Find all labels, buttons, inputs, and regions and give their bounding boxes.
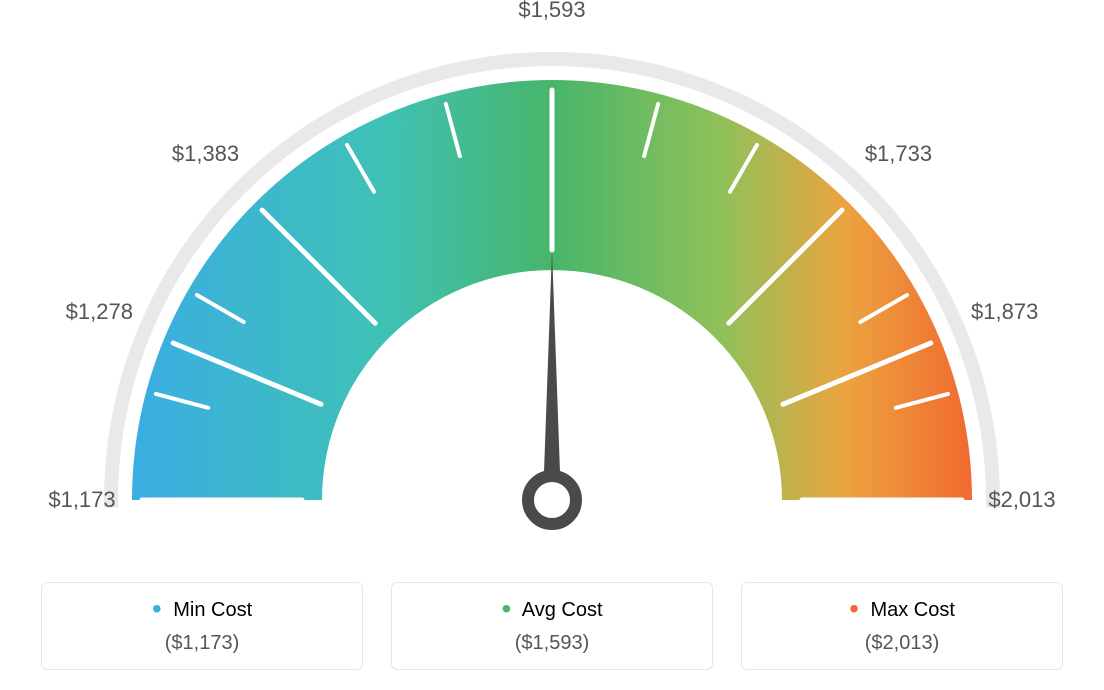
legend-value-min: ($1,173) bbox=[42, 632, 362, 655]
gauge-tick-label: $1,383 bbox=[172, 141, 239, 167]
gauge-chart: $1,173 $1,278 $1,383 $1,593 $1,733 $1,873 $2,0… bbox=[0, 0, 1104, 560]
gauge-needle bbox=[543, 250, 561, 500]
gauge-tick-label: $1,593 bbox=[518, 0, 585, 23]
legend-value-max: ($2,013) bbox=[742, 632, 1062, 655]
gauge-tick-label: $1,173 bbox=[48, 487, 115, 513]
legend-row: • Min Cost ($1,173) • Avg Cost ($1,593) … bbox=[0, 582, 1104, 670]
gauge-tick-label: $1,873 bbox=[971, 299, 1038, 325]
legend-title-max-text: Max Cost bbox=[870, 599, 954, 621]
gauge-tick-label: $2,013 bbox=[988, 487, 1055, 513]
gauge-needle-hub bbox=[528, 476, 576, 524]
legend-card-avg: • Avg Cost ($1,593) bbox=[391, 582, 713, 670]
legend-title-avg-text: Avg Cost bbox=[522, 599, 603, 621]
legend-card-max: • Max Cost ($2,013) bbox=[741, 582, 1063, 670]
legend-value-avg: ($1,593) bbox=[392, 632, 712, 655]
legend-card-min: • Min Cost ($1,173) bbox=[41, 582, 363, 670]
gauge-tick-label: $1,278 bbox=[66, 299, 133, 325]
legend-title-max: • Max Cost bbox=[742, 599, 1062, 622]
gauge-svg bbox=[0, 0, 1104, 560]
gauge-tick-label: $1,733 bbox=[865, 141, 932, 167]
legend-title-min: • Min Cost bbox=[42, 599, 362, 622]
legend-title-min-text: Min Cost bbox=[173, 599, 252, 621]
legend-title-avg: • Avg Cost bbox=[392, 599, 712, 622]
